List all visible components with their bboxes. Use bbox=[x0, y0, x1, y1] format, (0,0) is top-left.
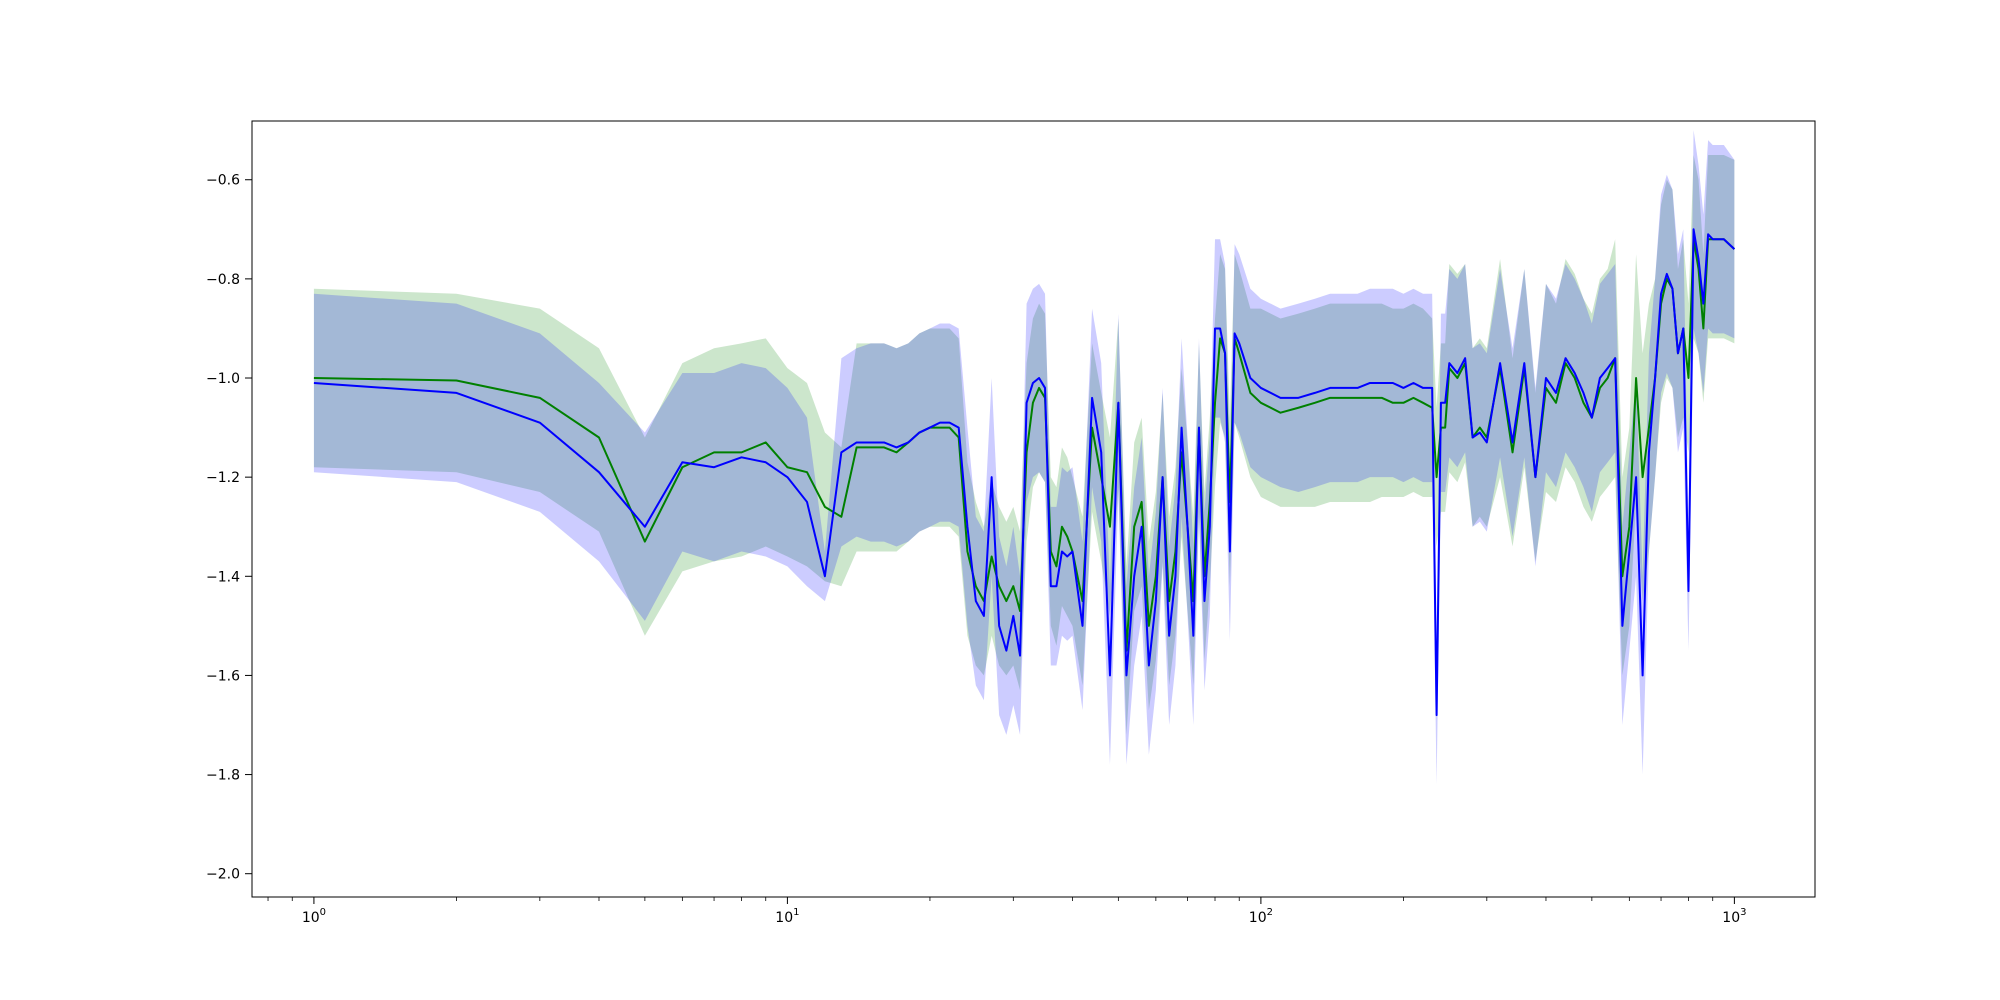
y-axis: −0.6 −0.8 −1.0 −1.2 −1.4 −1.6 −1.8 −2.0 bbox=[206, 173, 252, 883]
x-axis: 100 101 102 103 bbox=[267, 897, 1746, 926]
y-tick-label-2: −1.0 bbox=[206, 371, 240, 387]
x-tick-label-3: 103 bbox=[1722, 907, 1746, 926]
x-tick-label-1: 101 bbox=[775, 907, 799, 926]
series-0-band bbox=[313, 154, 1735, 735]
series-1-band bbox=[313, 130, 1735, 785]
y-tick-label-1: −0.8 bbox=[206, 272, 240, 288]
x-tick-label-0: 100 bbox=[302, 907, 326, 926]
x-tick-label-2: 102 bbox=[1249, 907, 1273, 926]
y-tick-label-0: −0.6 bbox=[206, 173, 240, 189]
y-tick-label-5: −1.6 bbox=[206, 668, 240, 684]
plot-area bbox=[313, 130, 1736, 785]
y-tick-label-3: −1.2 bbox=[206, 470, 240, 486]
series-1-line bbox=[313, 228, 1736, 717]
axes-frame bbox=[251, 120, 1816, 898]
series-0-line bbox=[313, 238, 1736, 652]
y-tick-label-7: −2.0 bbox=[206, 867, 240, 883]
y-tick-label-6: −1.8 bbox=[206, 768, 240, 784]
y-tick-label-4: −1.4 bbox=[206, 569, 240, 585]
